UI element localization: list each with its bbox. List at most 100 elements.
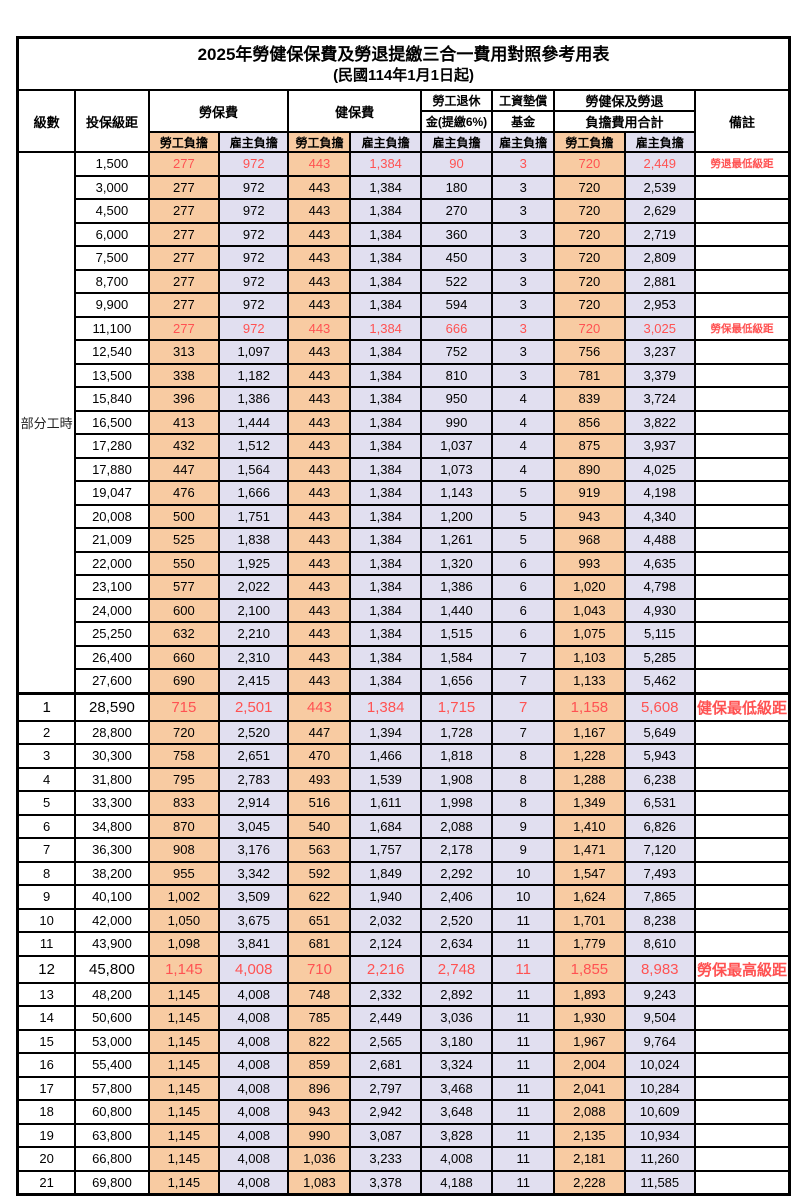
labor-employee-cell: 715 xyxy=(147,691,221,722)
pension-employer-cell: 3,036 xyxy=(419,1005,494,1031)
total-employee-cell: 781 xyxy=(553,362,626,388)
table-row: 11,100 277 972 443 1,384 666 3 720 3,025 勞保最低級距 xyxy=(18,315,791,341)
total-employee-cell: 2,041 xyxy=(553,1075,626,1101)
table-row: 8 38,200 955 3,342 592 1,849 2,292 10 1,547 7,493 xyxy=(16,860,791,886)
labor-employee-cell: 396 xyxy=(147,386,221,412)
health-employee-cell: 443 xyxy=(287,198,352,224)
bracket-cell: 33,300 xyxy=(74,790,150,816)
note-cell xyxy=(693,668,791,694)
table-row: 22,000 550 1,925 443 1,384 1,320 6 993 4,635 xyxy=(18,550,791,576)
wage-fund-employer-cell: 11 xyxy=(491,1075,556,1101)
total-employee-cell: 1,349 xyxy=(553,790,626,816)
total-employee-cell: 1,779 xyxy=(553,931,626,957)
labor-employer-cell: 4,008 xyxy=(218,1122,290,1148)
labor-employer-cell: 2,520 xyxy=(218,719,290,745)
labor-employee-cell: 908 xyxy=(147,837,221,863)
health-employer-cell: 1,384 xyxy=(349,527,422,553)
table-row: 20 66,800 1,145 4,008 1,036 3,233 4,008 11 2,181… xyxy=(16,1146,791,1172)
total-employee-cell: 1,043 xyxy=(553,597,626,623)
bracket-cell: 28,590 xyxy=(74,691,150,722)
wage-fund-employer-cell: 3 xyxy=(491,198,556,224)
note-cell xyxy=(693,884,791,910)
total-employee-cell: 720 xyxy=(553,198,626,224)
bracket-cell: 17,280 xyxy=(74,433,150,459)
total-employee-cell: 1,133 xyxy=(553,668,626,694)
table-row: 6 34,800 870 3,045 540 1,684 2,088 9 1,410 6,826 xyxy=(16,813,791,839)
labor-employee-cell: 690 xyxy=(147,668,221,694)
labor-employer-cell: 2,022 xyxy=(218,574,290,600)
labor-employer-cell: 3,841 xyxy=(218,931,290,957)
health-employee-cell: 443 xyxy=(287,433,352,459)
total-employer-cell: 8,983 xyxy=(623,954,696,984)
note-cell xyxy=(693,743,791,769)
health-employer-cell: 1,384 xyxy=(349,503,422,529)
pension-employer-cell: 3,324 xyxy=(419,1052,494,1078)
note-cell xyxy=(693,1052,791,1078)
health-employee-cell: 443 xyxy=(287,174,352,200)
header-total-employee-share: 勞工負擔 xyxy=(553,131,626,153)
note-cell xyxy=(693,527,791,553)
total-employee-cell: 1,893 xyxy=(553,981,626,1007)
total-employer-cell: 7,120 xyxy=(623,837,696,863)
total-employee-cell: 756 xyxy=(553,339,626,365)
wage-fund-employer-cell: 11 xyxy=(491,907,556,933)
health-employer-cell: 1,849 xyxy=(349,860,422,886)
health-employee-cell: 493 xyxy=(287,766,352,792)
labor-employer-cell: 1,444 xyxy=(218,409,290,435)
level-cell: 14 xyxy=(16,1005,77,1031)
labor-employer-cell: 2,310 xyxy=(218,644,290,670)
pension-employer-cell: 594 xyxy=(419,292,494,318)
header-bracket: 投保級距 xyxy=(74,89,150,153)
total-employee-cell: 1,167 xyxy=(553,719,626,745)
note-cell xyxy=(693,766,791,792)
total-employer-cell: 4,488 xyxy=(623,527,696,553)
title-row: 2025年勞健保保費及勞退提繳三合一費用對照參考用表 (民國114年1月1日起) xyxy=(16,36,791,91)
page-subtitle: (民國114年1月1日起) xyxy=(333,67,474,85)
labor-employer-cell: 4,008 xyxy=(218,1052,290,1078)
health-employee-cell: 443 xyxy=(287,315,352,341)
health-employee-cell: 443 xyxy=(287,221,352,247)
wage-fund-employer-cell: 6 xyxy=(491,597,556,623)
table-row: 23,100 577 2,022 443 1,384 1,386 6 1,020 4,798 xyxy=(18,574,791,600)
total-employee-cell: 1,103 xyxy=(553,644,626,670)
total-employee-cell: 720 xyxy=(553,151,626,177)
labor-employer-cell: 3,342 xyxy=(218,860,290,886)
labor-employer-cell: 4,008 xyxy=(218,1146,290,1172)
health-employee-cell: 1,083 xyxy=(287,1169,352,1196)
total-employer-cell: 3,379 xyxy=(623,362,696,388)
labor-employer-cell: 4,008 xyxy=(218,1169,290,1196)
note-cell xyxy=(693,268,791,294)
bracket-cell: 26,400 xyxy=(74,644,150,670)
health-employee-cell: 785 xyxy=(287,1005,352,1031)
total-employer-cell: 2,629 xyxy=(623,198,696,224)
note-cell xyxy=(693,790,791,816)
health-employee-cell: 443 xyxy=(287,151,352,177)
labor-employee-cell: 720 xyxy=(147,719,221,745)
health-employer-cell: 2,565 xyxy=(349,1028,422,1054)
header-labor-employer-share: 雇主負擔 xyxy=(218,131,290,153)
table-row: 4 31,800 795 2,783 493 1,539 1,908 8 1,288 6,238 xyxy=(16,766,791,792)
table-row: 9,900 277 972 443 1,384 594 3 720 2,953 xyxy=(18,292,791,318)
health-employer-cell: 1,384 xyxy=(349,174,422,200)
total-employer-cell: 4,025 xyxy=(623,456,696,482)
health-employer-cell: 1,384 xyxy=(349,198,422,224)
wage-fund-employer-cell: 3 xyxy=(491,362,556,388)
labor-employee-cell: 277 xyxy=(147,198,221,224)
total-employer-cell: 7,493 xyxy=(623,860,696,886)
total-employer-cell: 10,284 xyxy=(623,1075,696,1101)
header-row-2: 金(提繳6%) 基金 負擔費用合計 xyxy=(18,110,790,133)
health-employee-cell: 443 xyxy=(287,292,352,318)
bracket-cell: 6,000 xyxy=(74,221,150,247)
bracket-cell: 63,800 xyxy=(74,1122,150,1148)
total-employer-cell: 3,822 xyxy=(623,409,696,435)
note-cell xyxy=(693,1075,791,1101)
wage-fund-employer-cell: 8 xyxy=(491,766,556,792)
labor-employee-cell: 1,145 xyxy=(147,954,221,984)
total-employee-cell: 943 xyxy=(553,503,626,529)
labor-employer-cell: 2,501 xyxy=(218,691,290,722)
total-employer-cell: 3,937 xyxy=(623,433,696,459)
bracket-cell: 31,800 xyxy=(74,766,150,792)
health-employer-cell: 2,332 xyxy=(349,981,422,1007)
health-employer-cell: 2,449 xyxy=(349,1005,422,1031)
bracket-cell: 50,600 xyxy=(74,1005,150,1031)
